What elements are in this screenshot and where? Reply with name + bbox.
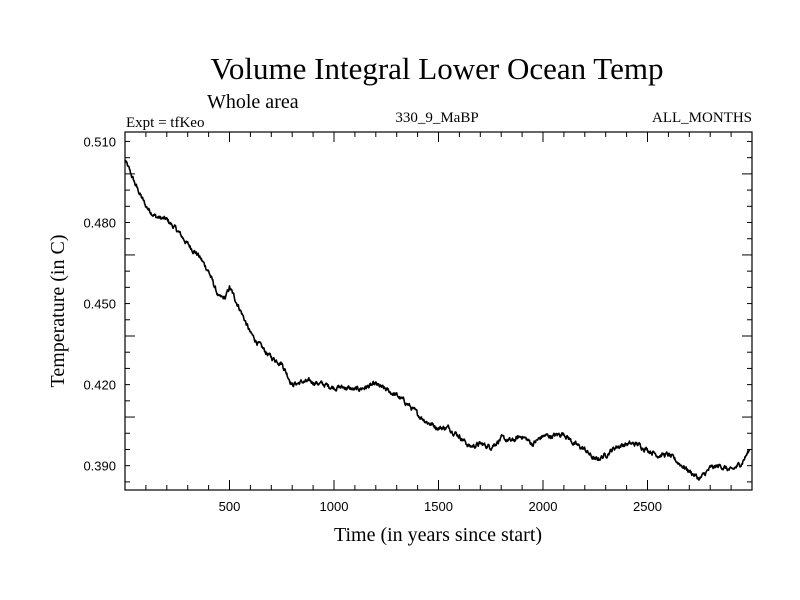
chart-title: Volume Integral Lower Ocean Temp <box>211 51 664 86</box>
y-axis-label: Temperature (in C) <box>47 235 69 388</box>
x-tick-label: 2000 <box>529 499 558 514</box>
x-tick-label: 1000 <box>320 499 349 514</box>
y-tick-label: 0.450 <box>83 297 116 312</box>
months-label: ALL_MONTHS <box>652 110 752 126</box>
y-tick-label: 0.420 <box>83 378 116 393</box>
y-tick-label: 0.510 <box>83 134 116 149</box>
x-tick-label: 500 <box>219 499 241 514</box>
axis-ticks <box>125 132 752 490</box>
y-tick-label: 0.390 <box>83 459 116 474</box>
series-line <box>124 159 751 481</box>
x-tick-label: 2500 <box>633 499 662 514</box>
period-label: 330_9_MaBP <box>395 110 478 126</box>
plot-frame <box>124 131 753 491</box>
chart-subtitle: Whole area <box>207 91 299 113</box>
y-tick-label: 0.480 <box>83 216 116 231</box>
experiment-label: Expt = tfKeo <box>126 115 204 131</box>
x-tick-label: 1500 <box>424 499 453 514</box>
x-axis-label: Time (in years since start) <box>334 524 542 546</box>
tick-labels: 500 1000 1500 2000 2500 0.390 0.420 0.450 0.480 0… <box>83 134 662 514</box>
